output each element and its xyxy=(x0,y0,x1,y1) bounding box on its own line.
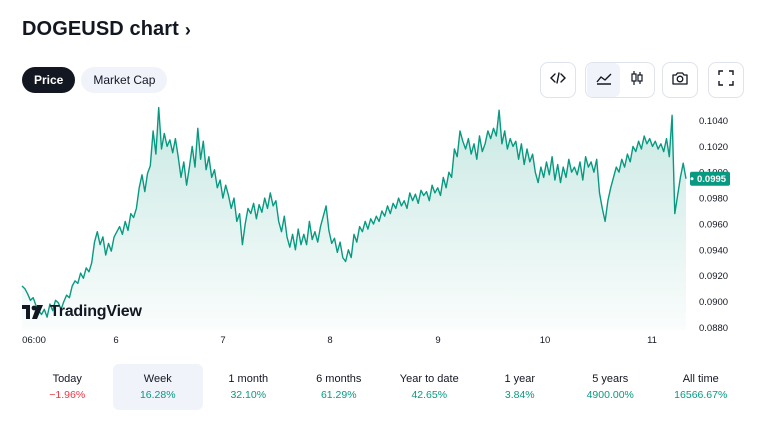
embed-button[interactable] xyxy=(540,62,576,98)
tab-price[interactable]: Price xyxy=(22,67,76,93)
period-label: 6 months xyxy=(316,373,362,385)
y-tick-label: 0.0880 xyxy=(699,323,728,334)
period-today[interactable]: Today −1.96% xyxy=(22,364,113,410)
y-tick-label: 0.1020 xyxy=(699,142,728,153)
y-tick-label: 0.0900 xyxy=(699,297,728,308)
snapshot-button[interactable] xyxy=(662,62,698,98)
x-tick-label: 7 xyxy=(220,335,225,346)
period-change: 32.10% xyxy=(230,389,267,401)
y-tick-label: 0.0920 xyxy=(699,271,728,282)
x-tick-label: 06:00 xyxy=(22,335,46,346)
chart-svg: 0.10400.10200.10000.09800.09600.09400.09… xyxy=(21,106,730,346)
x-tick-label: 10 xyxy=(540,335,551,346)
period-label: All time xyxy=(682,373,719,385)
metric-tabs: Price Market Cap xyxy=(22,67,168,93)
period-change: 16566.67% xyxy=(674,389,728,401)
tradingview-logo-icon xyxy=(22,305,43,319)
period-all-time[interactable]: All time 16566.67% xyxy=(656,364,747,410)
fullscreen-icon xyxy=(717,69,735,92)
page-title: DOGEUSD chart xyxy=(22,18,179,40)
watermark-text: TradingView xyxy=(50,303,142,320)
price-chart[interactable]: 0.10400.10200.10000.09800.09600.09400.09… xyxy=(0,105,768,350)
last-price-label: 0.0995 xyxy=(697,174,727,185)
x-tick-label: 11 xyxy=(647,335,657,346)
y-tick-label: 0.0940 xyxy=(699,245,728,256)
x-tick-label: 9 xyxy=(435,335,440,346)
camera-icon xyxy=(671,69,689,92)
period-label: 1 year xyxy=(504,373,536,385)
period-week[interactable]: Week 16.28% xyxy=(112,364,203,410)
x-tick-label: 8 xyxy=(327,335,332,346)
last-price-dot xyxy=(690,177,694,181)
fullscreen-button[interactable] xyxy=(708,62,744,98)
price-area-fill xyxy=(22,107,686,330)
period-label: 5 years xyxy=(592,373,629,385)
period-label: 1 month xyxy=(228,373,269,385)
chevron-right-icon: › xyxy=(184,19,191,40)
x-tick-label: 6 xyxy=(113,335,118,346)
period-performance-bar: Today −1.96% Week 16.28% 1 month 32.10% 6 mont… xyxy=(22,364,746,410)
period-label: Year to date xyxy=(399,373,459,385)
candlestick-icon xyxy=(628,69,646,92)
embed-code-icon xyxy=(549,69,567,92)
last-price-badge xyxy=(690,171,730,186)
period-change: 42.65% xyxy=(411,389,448,401)
area-chart-button[interactable] xyxy=(587,63,620,97)
tab-market-cap[interactable]: Market Cap xyxy=(81,67,168,93)
chart-title-link[interactable]: DOGEUSD chart › xyxy=(22,18,191,41)
price-line xyxy=(21,106,687,318)
period-label: Week xyxy=(143,373,172,385)
area-chart-icon xyxy=(595,69,613,92)
period-5-years[interactable]: 5 years 4900.00% xyxy=(565,364,656,410)
y-tick-label: 0.0960 xyxy=(699,219,728,230)
period-change: 16.28% xyxy=(139,389,176,401)
period-change: 3.84% xyxy=(504,389,535,401)
y-tick-label: 0.0980 xyxy=(699,194,728,205)
tradingview-logo: TradingView xyxy=(22,303,142,321)
period-change: −1.96% xyxy=(49,389,86,401)
y-tick-label: 0.1040 xyxy=(699,116,728,127)
period-change: 61.29% xyxy=(320,389,357,401)
period-year-to-date[interactable]: Year to date 42.65% xyxy=(384,364,475,410)
chart-style-group xyxy=(585,62,655,98)
period-1-month[interactable]: 1 month 32.10% xyxy=(203,364,294,410)
period-1-year[interactable]: 1 year 3.84% xyxy=(475,364,566,410)
period-6-months[interactable]: 6 months 61.29% xyxy=(294,364,385,410)
period-change: 4900.00% xyxy=(586,389,634,401)
period-label: Today xyxy=(52,373,82,385)
candlestick-button[interactable] xyxy=(620,63,653,97)
